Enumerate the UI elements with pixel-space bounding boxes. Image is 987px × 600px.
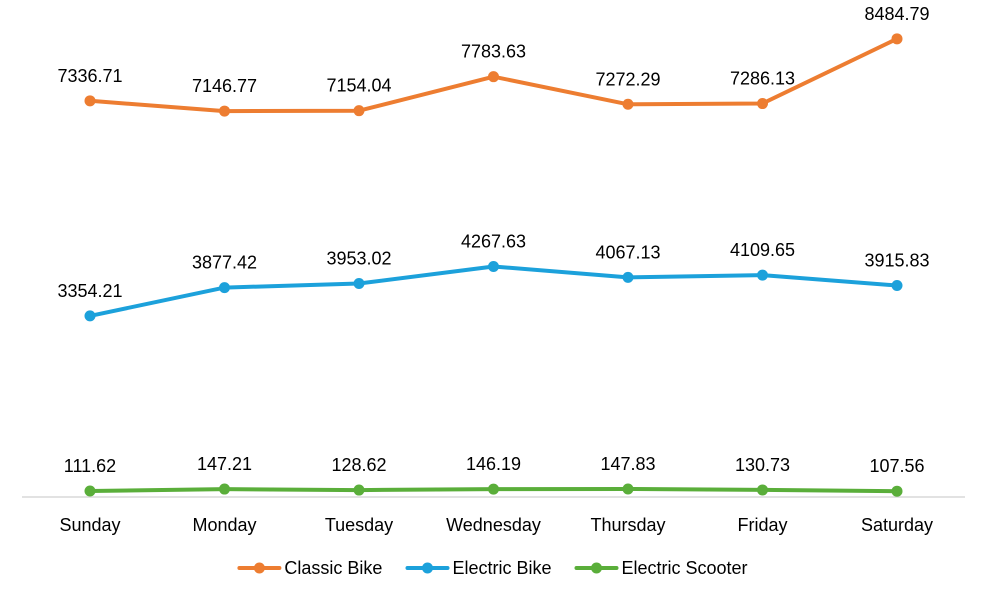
data-label-electric-scooter-saturday: 107.56 xyxy=(869,456,924,476)
data-point-classic-bike-sunday xyxy=(84,95,96,107)
data-point-electric-bike-thursday xyxy=(622,271,634,283)
x-tick-label-tuesday: Tuesday xyxy=(325,515,393,535)
data-label-electric-bike-sunday: 3354.21 xyxy=(57,281,122,301)
data-label-electric-bike-wednesday: 4267.63 xyxy=(461,232,526,252)
data-label-classic-bike-saturday: 8484.79 xyxy=(864,4,929,24)
data-label-electric-scooter-wednesday: 146.19 xyxy=(466,454,521,474)
data-label-electric-bike-friday: 4109.65 xyxy=(730,240,795,260)
data-label-electric-bike-monday: 3877.42 xyxy=(192,253,257,273)
legend: Classic Bike Electric Bike Electric Scoote… xyxy=(237,558,748,578)
data-label-electric-bike-tuesday: 3953.02 xyxy=(326,249,391,269)
data-label-classic-bike-friday: 7286.13 xyxy=(730,69,795,89)
data-point-electric-bike-friday xyxy=(757,269,768,281)
series-classic-bike: 7336.71 7146.77 7154.04 7783.63 7272.29 7286.… xyxy=(57,4,930,117)
data-label-classic-bike-wednesday: 7783.63 xyxy=(461,42,526,62)
series-line-electric-bike xyxy=(88,264,899,318)
data-point-classic-bike-saturday xyxy=(891,33,903,45)
data-point-classic-bike-thursday xyxy=(622,98,634,110)
series-electric-scooter: 111.62 147.21 128.62 146.19 147.83 130.73 107.… xyxy=(64,454,925,497)
data-label-electric-scooter-tuesday: 128.62 xyxy=(331,455,386,475)
data-label-classic-bike-monday: 7146.77 xyxy=(192,76,257,96)
data-label-electric-scooter-friday: 130.73 xyxy=(735,455,790,475)
legend-item-electric-bike: Electric Bike xyxy=(405,558,552,578)
legend-label-electric-bike: Electric Bike xyxy=(453,558,552,578)
data-point-classic-bike-friday xyxy=(757,98,768,110)
series-layer: 7336.71 7146.77 7154.04 7783.63 7272.29 7286.… xyxy=(57,4,930,497)
legend-swatch-marker-classic-bike xyxy=(253,562,265,574)
legend-swatch-marker-electric-scooter xyxy=(591,562,602,574)
data-point-classic-bike-tuesday xyxy=(353,105,365,117)
legend-label-classic-bike: Classic Bike xyxy=(284,558,382,578)
data-point-electric-bike-tuesday xyxy=(353,278,365,290)
data-point-electric-bike-saturday xyxy=(891,280,903,292)
data-label-classic-bike-sunday: 7336.71 xyxy=(57,66,122,86)
x-tick-label-monday: Monday xyxy=(192,515,256,535)
x-tick-label-wednesday: Wednesday xyxy=(446,515,541,535)
x-tick-label-sunday: Sunday xyxy=(59,515,120,535)
data-label-electric-bike-saturday: 3915.83 xyxy=(864,251,929,271)
x-tick-label-thursday: Thursday xyxy=(590,515,665,535)
data-point-electric-scooter-thursday xyxy=(622,483,634,495)
x-tick-label-friday: Friday xyxy=(737,515,787,535)
data-label-electric-scooter-monday: 147.21 xyxy=(197,454,252,474)
data-point-classic-bike-monday xyxy=(219,105,230,117)
data-label-classic-bike-tuesday: 7154.04 xyxy=(326,76,391,96)
legend-item-classic-bike: Classic Bike xyxy=(237,558,382,578)
series-electric-bike: 3354.21 3877.42 3953.02 4267.63 4067.13 4109.… xyxy=(57,232,930,322)
data-point-electric-bike-monday xyxy=(219,282,230,294)
x-tick-labels: Sunday Monday Tuesday Wednesday Thursday Frid… xyxy=(59,515,933,535)
legend-item-electric-scooter: Electric Scooter xyxy=(574,558,748,578)
data-point-electric-scooter-saturday xyxy=(891,485,903,497)
legend-label-electric-scooter: Electric Scooter xyxy=(622,558,748,578)
data-point-electric-scooter-monday xyxy=(219,483,230,495)
x-tick-label-saturday: Saturday xyxy=(861,515,933,535)
data-point-classic-bike-wednesday xyxy=(488,71,499,83)
data-label-electric-scooter-sunday: 111.62 xyxy=(64,456,116,476)
data-point-electric-scooter-sunday xyxy=(84,485,96,497)
data-point-electric-scooter-friday xyxy=(757,484,768,496)
data-label-classic-bike-thursday: 7272.29 xyxy=(595,69,660,89)
data-label-electric-scooter-thursday: 147.83 xyxy=(600,454,655,474)
data-label-electric-bike-thursday: 4067.13 xyxy=(595,242,660,262)
data-point-electric-bike-sunday xyxy=(84,310,96,322)
data-point-electric-bike-wednesday xyxy=(488,261,499,273)
data-point-electric-scooter-tuesday xyxy=(353,484,365,496)
data-point-electric-scooter-wednesday xyxy=(488,483,499,495)
legend-swatch-marker-electric-bike xyxy=(422,562,433,574)
